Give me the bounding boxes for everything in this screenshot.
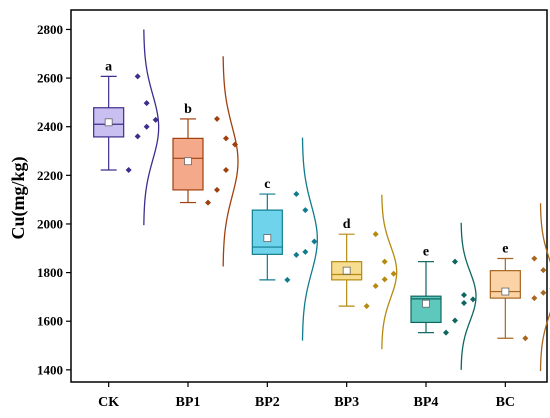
box-group-bp1: BP1 b	[172, 56, 239, 410]
data-point	[134, 133, 141, 140]
data-point	[372, 231, 379, 238]
x-tick-label: BP2	[255, 395, 280, 410]
y-tick-label: 1800	[37, 265, 63, 280]
data-point	[372, 282, 379, 289]
data-point	[205, 199, 211, 206]
y-tick-label: 1600	[37, 314, 63, 329]
data-point	[293, 251, 300, 258]
distribution-curve	[460, 222, 477, 370]
y-tick-label: 2400	[37, 119, 63, 134]
plot-frame	[70, 9, 548, 383]
data-point	[540, 267, 547, 274]
significance-label: b	[184, 102, 192, 117]
data-point	[540, 289, 547, 296]
box-group-bc: BC e	[489, 203, 550, 410]
mean-marker	[422, 299, 430, 308]
y-tick-label: 2000	[37, 216, 63, 231]
data-point	[214, 115, 220, 122]
significance-label: a	[105, 59, 112, 74]
data-point	[293, 191, 300, 198]
data-point	[452, 317, 458, 324]
data-point	[143, 123, 150, 130]
mean-marker	[342, 266, 351, 275]
data-point	[143, 100, 150, 107]
significance-label: c	[264, 177, 270, 192]
distribution-curve	[143, 29, 160, 226]
data-point	[531, 295, 538, 302]
box	[251, 209, 283, 255]
y-axis-title: Cu(mg/kg)	[8, 156, 29, 239]
plot-area: 14001600180020002200240026002800CKaBP1bB…	[37, 9, 550, 410]
distribution-curve	[301, 137, 318, 341]
y-tick-label: 1400	[37, 362, 63, 377]
data-point	[461, 299, 467, 306]
data-point	[381, 276, 388, 283]
data-point	[214, 186, 220, 193]
y-tick-label: 2600	[37, 71, 63, 86]
mean-marker	[501, 287, 510, 296]
data-point	[152, 116, 159, 123]
data-point	[461, 291, 467, 298]
mean-marker	[184, 157, 192, 166]
data-point	[390, 270, 397, 277]
distribution-curve	[222, 56, 239, 267]
x-tick-label: BP4	[414, 395, 439, 410]
significance-label: d	[343, 217, 351, 232]
distribution-curve	[381, 194, 398, 350]
data-point	[381, 258, 388, 265]
box-group-bp3: BP3 d	[331, 194, 398, 410]
data-point	[125, 166, 132, 173]
mean-marker	[104, 118, 113, 127]
significance-label: e	[502, 241, 508, 256]
data-point	[284, 276, 291, 283]
data-point	[302, 248, 309, 255]
x-tick-label: CK	[98, 395, 119, 410]
box-group-bp4: BP4 e	[410, 222, 477, 410]
distribution-curve	[539, 203, 550, 372]
x-tick-label: BC	[496, 395, 515, 410]
box-group-ck: CK a	[93, 29, 160, 410]
box-group-bp2: BP2 c	[251, 137, 318, 410]
significance-label: e	[423, 245, 429, 260]
data-point	[223, 166, 229, 173]
mean-marker	[263, 234, 272, 242]
data-point	[443, 329, 449, 336]
data-point	[302, 207, 309, 214]
data-point	[134, 73, 141, 80]
data-point	[531, 255, 538, 262]
data-point	[363, 303, 370, 310]
y-tick-label: 2200	[37, 168, 63, 183]
y-tick-label: 2800	[37, 22, 63, 37]
data-point	[522, 335, 529, 342]
data-point	[470, 296, 476, 303]
data-point	[452, 258, 458, 265]
data-point	[223, 135, 229, 142]
data-point	[311, 238, 318, 245]
x-tick-label: BP1	[176, 395, 201, 410]
x-tick-label: BP3	[334, 395, 359, 410]
